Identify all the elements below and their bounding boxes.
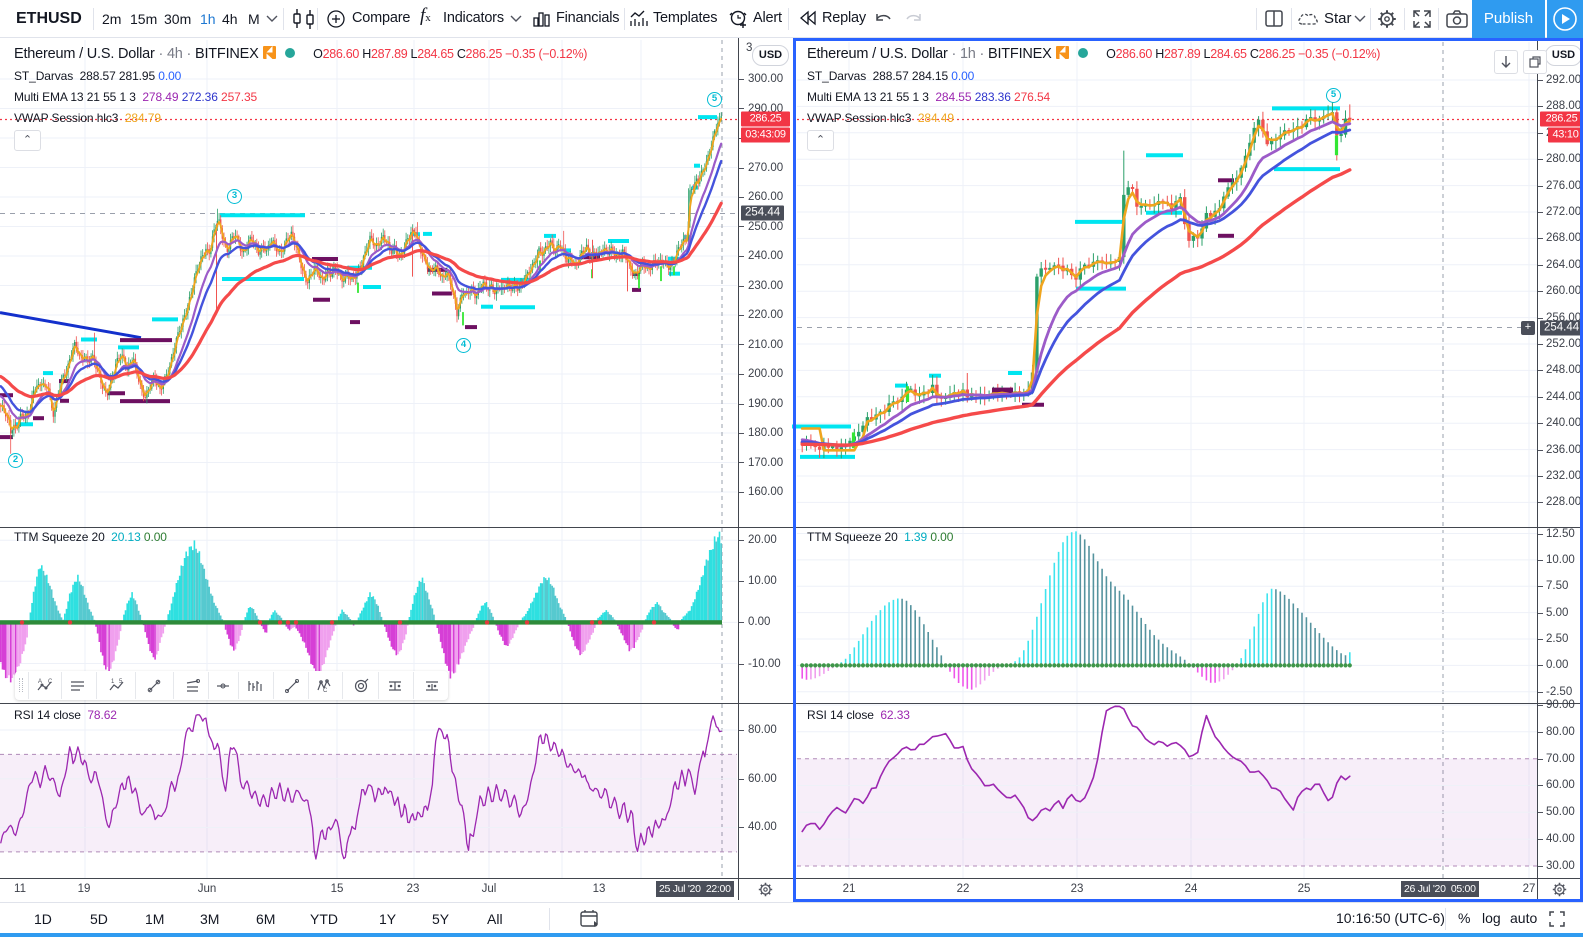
- svg-text:C: C: [323, 688, 328, 694]
- svg-text:1: 1: [111, 679, 115, 685]
- svg-text:A: A: [38, 679, 42, 685]
- svg-text:5: 5: [119, 679, 123, 685]
- svg-text:C: C: [48, 679, 52, 685]
